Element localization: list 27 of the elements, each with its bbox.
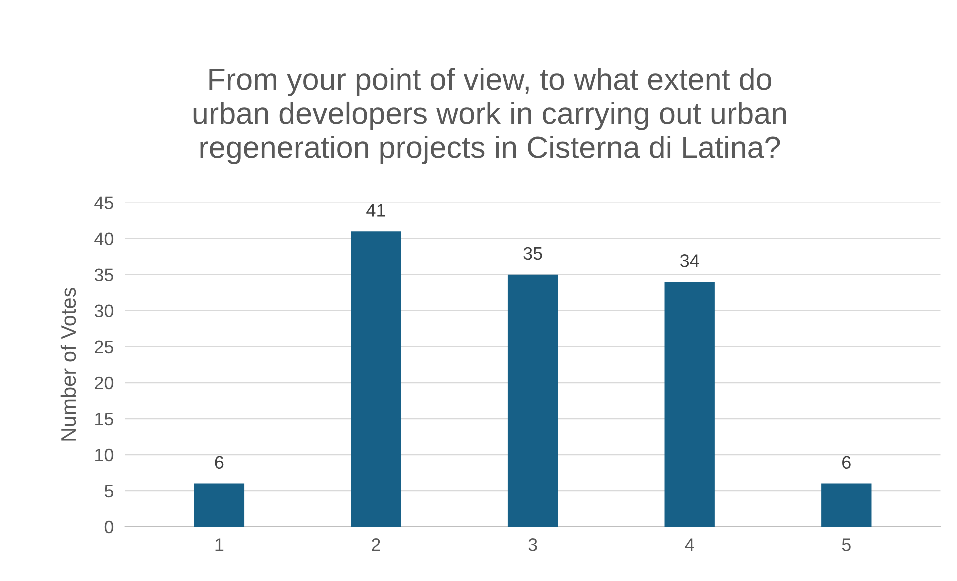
data-label: 41 xyxy=(366,204,386,217)
x-tick-label: 1 xyxy=(216,538,224,552)
x-tick-label: 2 xyxy=(372,538,380,552)
chart-title: From your point of view, to what extent do urban developers work in carrying out urban regeneration projects in Cisterna di Latina? xyxy=(194,68,786,164)
bar xyxy=(194,484,245,527)
data-label: 34 xyxy=(680,254,700,268)
y-tick-label: 15 xyxy=(96,413,114,426)
y-tick-label: 5 xyxy=(104,485,114,498)
bar xyxy=(664,282,715,527)
data-label: 6 xyxy=(842,456,851,470)
bar xyxy=(351,232,402,527)
bar xyxy=(508,274,558,527)
data-label: 35 xyxy=(524,247,542,260)
y-tick-label: 30 xyxy=(94,304,114,318)
y-tick-label: 20 xyxy=(95,376,114,390)
y-axis-title: Number of Votes xyxy=(60,288,76,441)
y-tick-label: 25 xyxy=(95,340,114,354)
y-tick-label: 45 xyxy=(94,196,114,210)
x-tick-label: 4 xyxy=(685,538,694,552)
x-tick-label: 3 xyxy=(528,538,538,552)
y-tick-label: 0 xyxy=(104,520,114,534)
y-tick-label: 40 xyxy=(94,232,114,246)
y-tick-label: 10 xyxy=(96,448,114,462)
y-tick-label: 35 xyxy=(94,268,114,282)
bar xyxy=(822,484,872,527)
data-label: 6 xyxy=(215,456,224,470)
x-tick-label: 5 xyxy=(842,538,851,552)
